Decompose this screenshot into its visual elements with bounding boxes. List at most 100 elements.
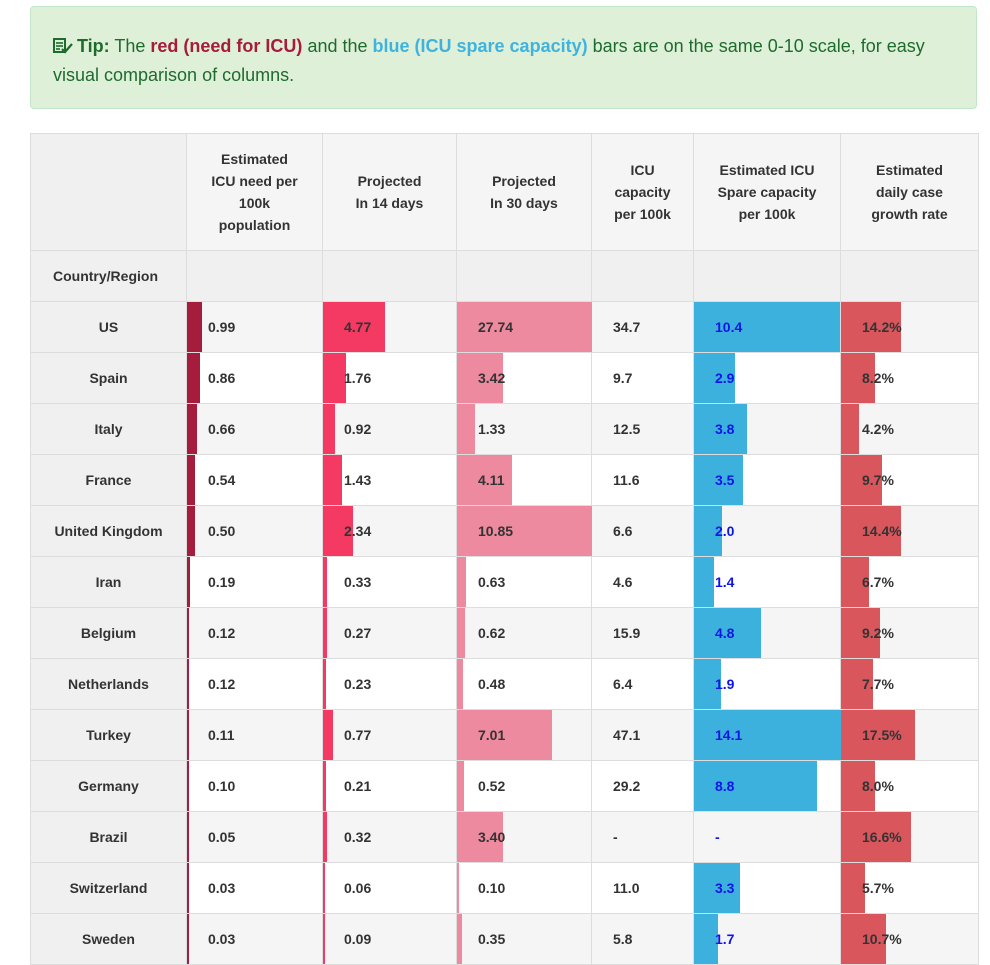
icu-spare-bar xyxy=(694,863,741,913)
icu-need-cell: 0.99 xyxy=(186,301,323,353)
projected-14-bar xyxy=(323,557,328,607)
growth-cell: 16.6% xyxy=(840,811,979,863)
header-icu-capacity[interactable]: ICU capacity per 100k xyxy=(591,133,694,251)
icu-spare-cell: 3.8 xyxy=(693,403,841,455)
icu-spare-bar xyxy=(694,404,748,454)
growth-bar xyxy=(841,914,886,964)
icu-capacity-cell: 12.5 xyxy=(591,403,694,455)
icu-spare-cell: 3.5 xyxy=(693,454,841,506)
icu-need-bar xyxy=(187,812,189,862)
projected-30-bar xyxy=(457,710,552,760)
icu-need-bar xyxy=(187,608,189,658)
table-row: Italy 0.66 0.92 1.33 12.5 3.8 4.2% xyxy=(30,403,979,455)
growth-cell: 9.2% xyxy=(840,607,979,659)
table-row: United Kingdom 0.50 2.34 10.85 6.6 2.0 14.4% xyxy=(30,505,979,557)
country-cell: Italy xyxy=(30,403,187,455)
growth-bar xyxy=(841,455,882,505)
header-projected-14[interactable]: Projected In 14 days xyxy=(322,133,457,251)
growth-bar xyxy=(841,659,874,709)
table-row: Turkey 0.11 0.77 7.01 47.1 14.1 17.5% xyxy=(30,709,979,761)
growth-cell: 10.7% xyxy=(840,913,979,965)
table-row: Netherlands 0.12 0.23 0.48 6.4 1.9 7.7% xyxy=(30,658,979,710)
header-country[interactable]: Country/Region xyxy=(30,250,187,302)
country-cell: Switzerland xyxy=(30,862,187,914)
projected-14-cell: 0.23 xyxy=(322,658,457,710)
icu-need-cell: 0.50 xyxy=(186,505,323,557)
icu-need-bar xyxy=(187,455,196,505)
projected-30-bar xyxy=(457,455,513,505)
projected-14-bar xyxy=(323,659,326,709)
growth-cell: 8.0% xyxy=(840,760,979,812)
growth-bar xyxy=(841,863,865,913)
icu-capacity-cell: - xyxy=(591,811,694,863)
icu-table: Estimated ICU need per 100k population P… xyxy=(30,133,979,965)
icu-need-bar xyxy=(187,302,202,352)
icu-need-bar xyxy=(187,506,195,556)
projected-14-cell: 1.76 xyxy=(322,352,457,404)
header-icu-need[interactable]: Estimated ICU need per 100k population xyxy=(186,133,323,251)
header-growth[interactable]: Estimated daily case growth rate xyxy=(840,133,979,251)
growth-bar xyxy=(841,710,915,760)
projected-30-cell: 0.52 xyxy=(456,760,592,812)
icu-spare-cell: - xyxy=(693,811,841,863)
table-row: France 0.54 1.43 4.11 11.6 3.5 9.7% xyxy=(30,454,979,506)
country-cell: Netherlands xyxy=(30,658,187,710)
icu-need-cell: 0.86 xyxy=(186,352,323,404)
country-cell: Germany xyxy=(30,760,187,812)
projected-30-bar xyxy=(457,557,466,607)
projected-30-bar xyxy=(457,506,592,556)
icu-need-bar xyxy=(187,353,200,403)
projected-30-bar xyxy=(457,302,592,352)
growth-cell: 4.2% xyxy=(840,403,979,455)
projected-30-bar xyxy=(457,761,465,811)
projected-30-bar xyxy=(457,863,459,913)
projected-14-cell: 0.77 xyxy=(322,709,457,761)
country-cell: Sweden xyxy=(30,913,187,965)
icu-spare-cell: 2.0 xyxy=(693,505,841,557)
icu-spare-bar xyxy=(694,455,743,505)
icu-spare-bar xyxy=(694,659,721,709)
projected-14-cell: 0.06 xyxy=(322,862,457,914)
growth-cell: 9.7% xyxy=(840,454,979,506)
icu-spare-cell: 10.4 xyxy=(693,301,841,353)
country-cell: Iran xyxy=(30,556,187,608)
icu-capacity-cell: 9.7 xyxy=(591,352,694,404)
country-cell: France xyxy=(30,454,187,506)
projected-14-bar xyxy=(323,863,325,913)
growth-bar xyxy=(841,812,911,862)
icu-capacity-cell: 34.7 xyxy=(591,301,694,353)
projected-30-cell: 10.85 xyxy=(456,505,592,557)
projected-14-bar xyxy=(323,455,342,505)
icu-need-cell: 0.03 xyxy=(186,862,323,914)
tip-blue-text: blue (ICU spare capacity) xyxy=(372,36,588,56)
header-icu-spare[interactable]: Estimated ICU Spare capacity per 100k xyxy=(693,133,841,251)
icu-capacity-cell: 4.6 xyxy=(591,556,694,608)
projected-14-cell: 4.77 xyxy=(322,301,457,353)
icu-spare-cell: 1.4 xyxy=(693,556,841,608)
icu-capacity-cell: 47.1 xyxy=(591,709,694,761)
country-cell: Belgium xyxy=(30,607,187,659)
growth-cell: 6.7% xyxy=(840,556,979,608)
icu-need-bar xyxy=(187,557,190,607)
icu-need-bar xyxy=(187,710,189,760)
icu-need-bar xyxy=(187,914,189,964)
icu-spare-bar xyxy=(694,608,762,658)
icu-need-cell: 0.03 xyxy=(186,913,323,965)
growth-cell: 14.4% xyxy=(840,505,979,557)
growth-bar xyxy=(841,608,880,658)
projected-30-cell: 7.01 xyxy=(456,709,592,761)
country-cell: Brazil xyxy=(30,811,187,863)
table-row: Germany 0.10 0.21 0.52 29.2 8.8 8.0% xyxy=(30,760,979,812)
icu-spare-bar xyxy=(694,710,841,760)
projected-30-cell: 27.74 xyxy=(456,301,592,353)
icu-capacity-cell: 6.4 xyxy=(591,658,694,710)
icu-spare-bar xyxy=(694,557,714,607)
icu-need-cell: 0.12 xyxy=(186,658,323,710)
header-projected-30[interactable]: Projected In 30 days xyxy=(456,133,592,251)
icu-need-bar xyxy=(187,761,189,811)
icu-capacity-cell: 29.2 xyxy=(591,760,694,812)
icu-spare-cell: 8.8 xyxy=(693,760,841,812)
projected-14-cell: 0.27 xyxy=(322,607,457,659)
tip-text-1: The xyxy=(114,36,146,56)
icu-spare-cell: 14.1 xyxy=(693,709,841,761)
